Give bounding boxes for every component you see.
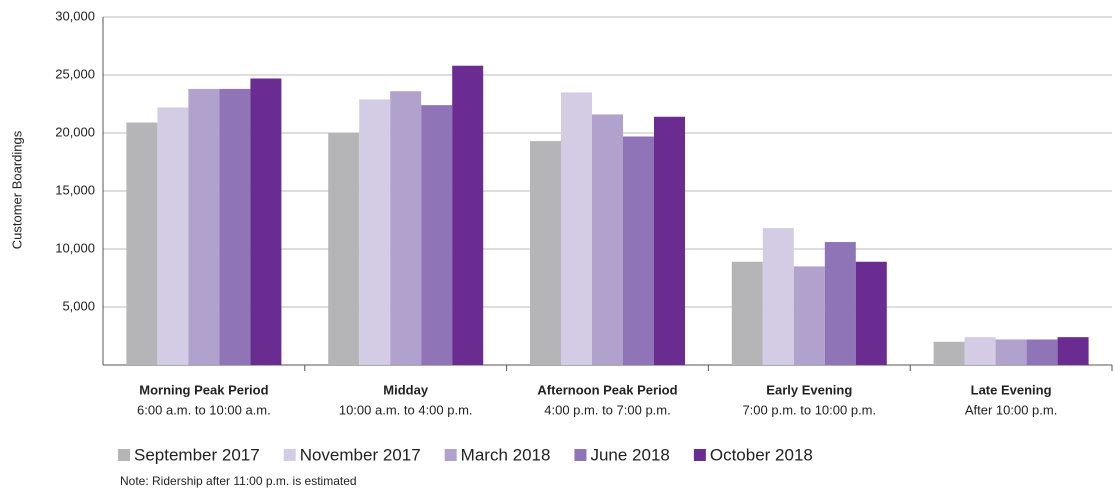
legend-swatch [444, 449, 457, 461]
x-tick-sublabel: 6:00 a.m. to 10:00 a.m. [137, 402, 271, 417]
bar [824, 242, 856, 365]
y-tick-label: 10,000 [55, 240, 95, 255]
bar [592, 114, 623, 365]
x-tick-label: Afternoon Peak Period [537, 382, 677, 397]
y-axis-label: Customer Boardings [9, 130, 24, 249]
legend-label: September 2017 [134, 445, 260, 464]
bar [328, 133, 360, 365]
y-tick-label: 30,000 [55, 8, 95, 23]
bar [421, 105, 453, 365]
y-tick-label: 25,000 [55, 66, 95, 81]
bar [188, 88, 220, 366]
y-tick-label: 5,000 [62, 298, 95, 313]
x-tick-label: Midday [383, 382, 429, 397]
bar [1026, 339, 1058, 365]
x-tick-sublabel: 7:00 p.m. to 10:00 p.m. [742, 402, 876, 417]
bar [530, 141, 561, 365]
bar [793, 266, 825, 365]
x-tick-sublabel: 4:00 p.m. to 7:00 p.m. [544, 402, 670, 417]
bar [995, 339, 1027, 365]
legend-label: October 2018 [710, 445, 813, 464]
legend-swatch [118, 449, 130, 461]
bar [157, 107, 189, 365]
x-tick-label: Morning Peak Period [139, 382, 268, 397]
bar [964, 337, 996, 365]
bar [731, 261, 763, 365]
note: Note: Ridership after 11:00 p.m. is esti… [120, 474, 357, 488]
legend-label: March 2018 [461, 445, 551, 464]
x-tick-sublabel: 10:00 a.m. to 4:00 p.m. [339, 402, 473, 417]
y-tick-label: 15,000 [55, 182, 95, 197]
bar [219, 88, 251, 366]
legend-label: June 2018 [590, 445, 669, 464]
bar [654, 116, 685, 365]
legend-swatch [574, 449, 587, 461]
bar [623, 136, 654, 365]
y-tick-label: 20,000 [55, 124, 95, 139]
bar [250, 78, 282, 365]
bar [561, 92, 592, 366]
bar [452, 65, 484, 365]
bar [359, 99, 391, 366]
bar [126, 122, 158, 365]
legend-label: November 2017 [300, 445, 421, 464]
bar [933, 341, 965, 365]
legend-swatch [693, 449, 706, 461]
bar [1057, 337, 1089, 365]
x-tick-sublabel: After 10:00 p.m. [965, 402, 1058, 417]
bar [855, 261, 887, 365]
legend-swatch [283, 449, 296, 461]
x-tick-label: Late Evening [971, 382, 1052, 397]
bar [762, 228, 794, 365]
x-tick-label: Early Evening [766, 382, 852, 397]
bar [390, 91, 422, 366]
